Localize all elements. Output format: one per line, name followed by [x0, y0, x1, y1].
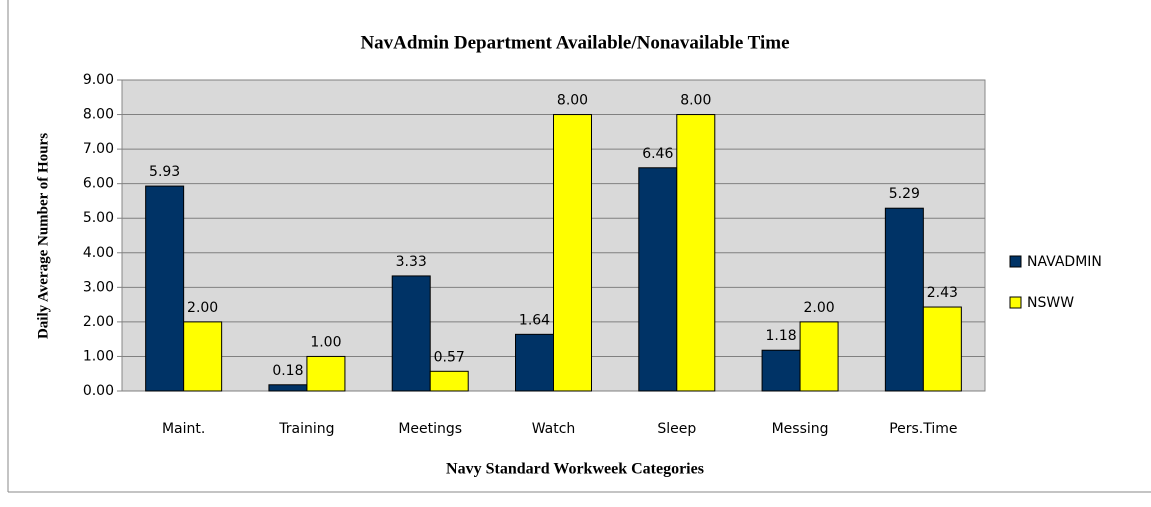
bar — [676, 114, 716, 392]
y-tick-label: 7.00 — [83, 141, 114, 157]
y-tick-label: 8.00 — [83, 107, 114, 123]
y-tick-label: 5.00 — [83, 210, 114, 226]
y-tick-label: 6.00 — [83, 176, 114, 192]
bar — [268, 384, 308, 392]
bar — [638, 167, 678, 392]
y-tick-label: 3.00 — [83, 279, 114, 295]
legend-label: NAVADMIN — [1027, 254, 1102, 270]
value-label: 2.43 — [927, 285, 958, 301]
x-tick-label: Pers.Time — [889, 421, 957, 437]
value-label: 5.93 — [149, 164, 180, 180]
value-label: 8.00 — [680, 93, 711, 109]
bar — [884, 207, 924, 392]
x-tick-label: Messing — [772, 421, 829, 437]
x-tick-label: Sleep — [657, 421, 696, 437]
x-axis-title: Navy Standard Workweek Categories — [446, 461, 704, 478]
bar — [306, 355, 346, 392]
legend-label: NSWW — [1027, 295, 1074, 311]
bar — [183, 321, 223, 392]
value-label: 5.29 — [889, 186, 920, 202]
value-label: 0.57 — [434, 349, 465, 365]
bar — [799, 321, 839, 392]
value-label: 2.00 — [803, 300, 834, 316]
value-label: 1.00 — [310, 334, 341, 350]
value-label: 1.18 — [765, 328, 796, 344]
bar — [922, 306, 962, 392]
x-tick-label: Watch — [532, 421, 576, 437]
y-tick-label: 2.00 — [83, 314, 114, 330]
bar — [391, 275, 431, 392]
bar — [515, 333, 554, 392]
x-tick-label: Meetings — [398, 421, 462, 437]
y-tick-label: 4.00 — [83, 245, 114, 261]
x-tick-label: Maint. — [162, 421, 205, 437]
value-label: 6.46 — [642, 146, 673, 162]
bar — [145, 185, 185, 392]
bar — [429, 370, 469, 392]
value-label: 1.64 — [519, 312, 550, 328]
value-label: 8.00 — [557, 93, 588, 109]
y-axis-title: Daily Average Number of Hours — [35, 133, 51, 339]
bar — [553, 114, 592, 392]
value-label: 3.33 — [396, 254, 427, 270]
y-tick-label: 0.00 — [83, 383, 114, 399]
y-tick-label: 1.00 — [83, 348, 114, 364]
y-tick-label: 9.00 — [83, 72, 114, 88]
value-label: 2.00 — [187, 300, 218, 316]
x-tick-label: Training — [278, 421, 334, 437]
value-label: 0.18 — [272, 363, 303, 379]
legend-swatch — [1009, 255, 1022, 268]
legend-swatch — [1009, 296, 1022, 309]
chart-title: NavAdmin Department Available/Nonavailab… — [360, 32, 789, 53]
bar — [761, 349, 801, 392]
